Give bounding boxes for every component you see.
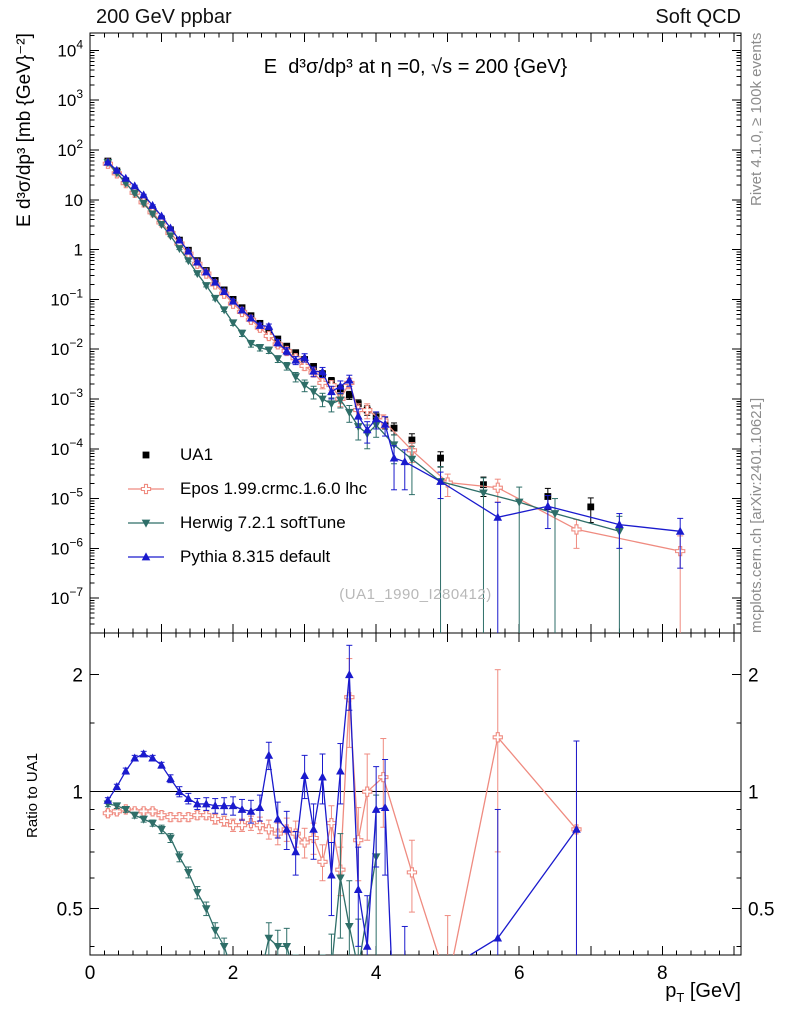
svg-text:10−2: 10−2	[50, 336, 83, 359]
ratio-tick-labels: 0.5 0.5 1 1 2 2	[57, 666, 775, 921]
svg-text:10−5: 10−5	[50, 486, 83, 509]
svg-text:8: 8	[657, 963, 668, 984]
legend-item-pythia: Pythia 8.315 default	[126, 540, 367, 574]
series-main	[103, 157, 685, 633]
svg-text:102: 102	[57, 137, 83, 160]
main-panel-series	[102, 157, 686, 633]
mcplots-credit: mcplots.cern.ch [arXiv:2401.10621]	[748, 397, 765, 633]
y-axis-label-ratio: Ratio to UA1	[24, 752, 41, 838]
svg-text:1: 1	[74, 241, 83, 260]
svg-text:0.5: 0.5	[748, 900, 774, 921]
series-ratio	[102, 658, 582, 955]
herwig-marker-icon	[126, 514, 166, 532]
svg-text:10: 10	[64, 191, 83, 210]
epos-marker-icon	[126, 480, 166, 498]
svg-text:0: 0	[85, 963, 96, 984]
legend-label-ua1: UA1	[180, 445, 214, 464]
plot-title: E d³σ/dp³ at η =0, √s = 200 {GeV}	[263, 56, 568, 78]
series-main	[103, 159, 624, 633]
svg-text:10−7: 10−7	[50, 585, 83, 608]
y-axis-label-main: E d³σ/dp³ [mb {GeV}⁻²]	[14, 33, 35, 227]
legend-item-herwig: Herwig 7.2.1 softTune	[126, 506, 367, 540]
svg-text:10−6: 10−6	[50, 535, 83, 558]
pythia-marker-icon	[126, 548, 166, 566]
svg-text:6: 6	[514, 963, 525, 984]
svg-text:2: 2	[748, 666, 759, 687]
header-process-label: Soft QCD	[655, 6, 741, 28]
x-axis-label-subscript: T	[676, 990, 685, 1005]
rivet-version-credit: Rivet 4.1.0, ≥ 100k events	[748, 33, 765, 207]
x-axis-label: pT [GeV]	[665, 980, 741, 1005]
svg-text:0.5: 0.5	[57, 900, 83, 921]
ratio-panel-series	[102, 644, 582, 955]
legend-label-pythia: Pythia 8.315 default	[180, 547, 331, 566]
svg-text:10−3: 10−3	[50, 386, 83, 409]
svg-text:103: 103	[57, 87, 83, 110]
series-ratio	[103, 794, 381, 955]
legend-label-herwig: Herwig 7.2.1 softTune	[180, 513, 346, 532]
ua1-marker-icon	[126, 446, 166, 464]
legend-label-epos: Epos 1.99.crmc.1.6.0 lhc	[180, 479, 368, 498]
svg-text:1: 1	[72, 783, 83, 804]
analysis-id-watermark: (UA1_1990_I280412)	[339, 586, 492, 603]
x-axis-tick-labels: 0 2 4 6 8	[85, 963, 668, 984]
legend: UA1 Epos 1.99.crmc.1.6.0 lhc Herwig 7.2.…	[126, 438, 367, 574]
svg-text:4: 4	[371, 963, 382, 984]
svg-text:10−1: 10−1	[50, 286, 83, 309]
axes-frame	[89, 32, 742, 956]
header-beam-label: 200 GeV ppbar	[96, 6, 232, 28]
x-axis-label-symbol: p	[665, 980, 677, 1002]
svg-text:104: 104	[57, 37, 83, 60]
svg-text:10−4: 10−4	[50, 436, 83, 459]
svg-text:1: 1	[748, 783, 759, 804]
svg-text:2: 2	[228, 963, 239, 984]
legend-item-ua1: UA1	[126, 438, 367, 472]
x-axis-label-unit: [GeV]	[684, 980, 741, 1002]
svg-text:2: 2	[72, 666, 83, 687]
series-ratio	[103, 644, 581, 955]
legend-item-epos: Epos 1.99.crmc.1.6.0 lhc	[126, 472, 367, 506]
